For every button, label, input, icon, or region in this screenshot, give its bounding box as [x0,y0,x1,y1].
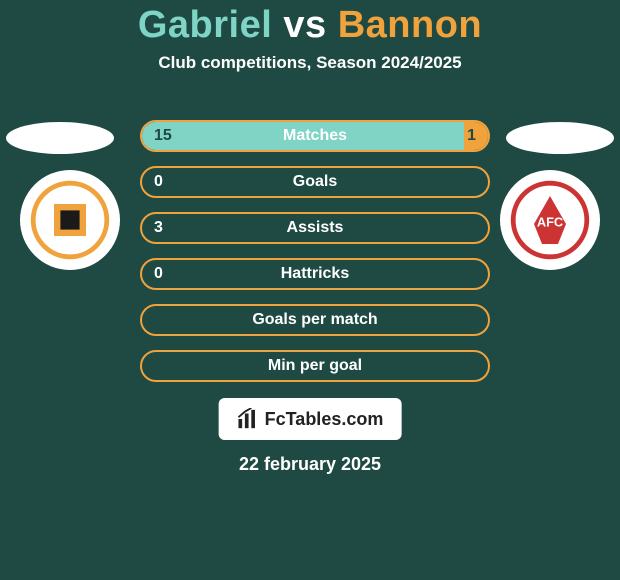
svg-text:AFC: AFC [537,214,563,229]
bar-value-player1: 3 [142,214,175,242]
player1-club-badge [20,170,120,270]
bar-label: Hattricks [142,260,488,288]
brand-text: FcTables.com [265,409,384,430]
card-date: 22 february 2025 [0,454,620,475]
player1-photo [6,122,114,154]
club-crest-icon [30,180,110,260]
bar-label: Assists [142,214,488,242]
stat-bar-row: Goals0 [140,166,490,198]
bar-label: Matches [142,122,488,150]
stat-bars: Matches151Goals0Assists3Hattricks0Goals … [140,120,490,396]
bar-label: Goals [142,168,488,196]
bar-label: Min per goal [142,352,488,380]
player2-photo [506,122,614,154]
stat-bar-row: Goals per match [140,304,490,336]
bar-value-player2: 1 [455,122,488,150]
chart-icon [237,408,259,430]
bar-value-player1: 0 [142,260,175,288]
title-player2: Bannon [338,4,482,46]
bar-value-player1: 0 [142,168,175,196]
comparison-card: Gabriel vs Bannon Club competitions, Sea… [0,0,620,580]
bar-value-player1: 15 [142,122,184,150]
player2-club-badge: AFC [500,170,600,270]
stat-bar-row: Assists3 [140,212,490,244]
club-crest-icon: AFC [510,180,590,260]
title-vs: vs [283,4,326,46]
fctables-link[interactable]: FcTables.com [219,398,402,440]
stat-bar-row: Hattricks0 [140,258,490,290]
title-player1: Gabriel [138,4,272,46]
bar-label: Goals per match [142,306,488,334]
stat-bar-row: Min per goal [140,350,490,382]
card-title: Gabriel vs Bannon [0,0,620,47]
card-subtitle: Club competitions, Season 2024/2025 [0,53,620,73]
stat-bar-row: Matches15 1 [140,120,490,152]
